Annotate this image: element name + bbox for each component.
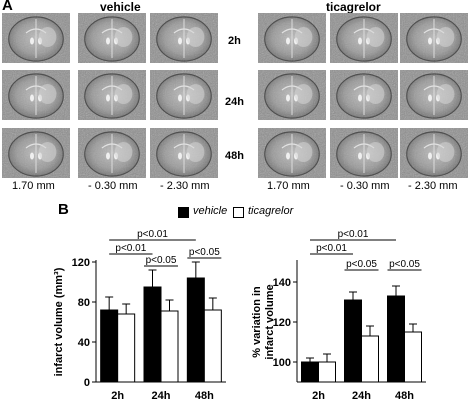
- panel-a-letter: A: [2, 0, 13, 14]
- chart-variation-ytick-label: 120: [273, 317, 291, 329]
- mri-slice-vehicle-2h-level-2: [78, 13, 146, 63]
- chart-variation-bar-ticagrelor-48h: [404, 331, 422, 383]
- timepoint-label-2h: 2h: [228, 35, 241, 47]
- mri-slice-ticagrelor-2h-level-1: [258, 13, 326, 63]
- chart-variation-bar-vehicle-2h: [301, 361, 319, 383]
- group-label-vehicle: vehicle: [100, 0, 141, 14]
- chart-infarct-ytick-label: 80: [78, 297, 90, 309]
- mri-slice-ticagrelor-48h-level-3: [400, 128, 468, 178]
- legend-swatch-ticagrelor: [233, 207, 244, 218]
- panel-b-letter: B: [58, 201, 69, 218]
- chart-variation-bar-vehicle-48h: [387, 295, 405, 383]
- mri-slice-vehicle-2h-level-3: [150, 13, 218, 63]
- chart-variation-bar-ticagrelor-2h: [318, 361, 336, 383]
- chart-variation-ytick-label: 100: [273, 357, 291, 369]
- group-label-ticagrelor: ticagrelor: [326, 0, 381, 14]
- mri-slice-vehicle-48h-level-3: [150, 128, 218, 178]
- mri-slice-ticagrelor-48h-level-1: [258, 128, 326, 178]
- mri-slice-ticagrelor-24h-level-3: [400, 70, 468, 120]
- mri-slice-vehicle-24h-level-3: [150, 70, 218, 120]
- legend-label-ticagrelor: ticagrelor: [248, 205, 294, 217]
- mri-slice-ticagrelor-24h-level-2: [330, 70, 398, 120]
- chart-variation-xtick-label: 24h: [352, 390, 371, 402]
- chart-variation-sig-label: p<0.05: [389, 259, 420, 270]
- chart-infarct-sig-label: p<0.01: [115, 243, 146, 254]
- chart-infarct-xtick-label: 48h: [195, 390, 214, 402]
- chart-infarct: 0 40 80 120 infarct volume (mm³) 2h 24h 48h p<0.…: [53, 229, 226, 402]
- coronal-level-1-vehicle: 1.70 mm: [12, 180, 55, 192]
- chart-infarct-sig-label: p<0.05: [189, 247, 220, 258]
- chart-variation-xtick-label: 2h: [312, 390, 325, 402]
- chart-variation-ylabel: % variation ininfarct volume: [251, 284, 276, 359]
- mri-slice-ticagrelor-24h-level-1: [258, 70, 326, 120]
- coronal-level-1-ticagrelor: 1.70 mm: [267, 180, 310, 192]
- coronal-level-3-ticagrelor: - 2.30 mm: [408, 180, 458, 192]
- coronal-level-2-vehicle: - 0.30 mm: [88, 180, 138, 192]
- mri-slice-vehicle-24h-level-1: [2, 70, 70, 120]
- legend-label-vehicle: vehicle: [193, 205, 228, 217]
- mri-slice-vehicle-48h-level-2: [78, 128, 146, 178]
- chart-infarct-bar-ticagrelor-2h: [117, 313, 136, 383]
- chart-infarct-bar-vehicle-2h: [100, 309, 119, 383]
- chart-variation-bar-ticagrelor-24h: [361, 335, 379, 383]
- chart-variation-ytick-label: 140: [273, 277, 291, 289]
- chart-variation-sig-label: p<0.01: [316, 243, 347, 254]
- chart-infarct-ylabel: infarct volume (mm³): [53, 267, 65, 376]
- chart-infarct-bar-vehicle-48h: [186, 277, 205, 383]
- mri-slice-vehicle-48h-level-1: [2, 128, 70, 178]
- chart-infarct-xtick-label: 2h: [111, 390, 124, 402]
- mri-slice-ticagrelor-2h-level-3: [400, 13, 468, 63]
- mri-slice-ticagrelor-48h-level-2: [330, 128, 398, 178]
- coronal-level-2-ticagrelor: - 0.30 mm: [340, 180, 390, 192]
- coronal-level-3-vehicle: - 2.30 mm: [160, 180, 210, 192]
- timepoint-label-24h: 24h: [225, 96, 244, 108]
- chart-variation-sig-label: p<0.05: [346, 259, 377, 270]
- chart-infarct-sig-label: p<0.01: [137, 229, 168, 240]
- chart-infarct-bar-ticagrelor-24h: [160, 310, 179, 383]
- chart-infarct-bar-ticagrelor-48h: [203, 309, 222, 383]
- chart-variation-xtick-label: 48h: [395, 390, 414, 402]
- mri-slice-vehicle-2h-level-1: [2, 13, 70, 63]
- timepoint-label-48h: 48h: [225, 150, 244, 162]
- chart-infarct-ytick-label: 120: [72, 257, 90, 269]
- chart-infarct-xtick-label: 24h: [152, 390, 171, 402]
- mri-slice-ticagrelor-2h-level-2: [330, 13, 398, 63]
- chart-infarct-ytick-label: 0: [84, 377, 90, 389]
- chart-infarct-bar-vehicle-24h: [143, 286, 162, 383]
- chart-variation: 100 120 140% variation ininfarct volume 2h 2…: [251, 229, 426, 402]
- chart-variation-bar-vehicle-24h: [344, 299, 362, 383]
- legend-swatch-vehicle: [178, 207, 189, 218]
- chart-infarct-ytick-label: 40: [78, 337, 90, 349]
- chart-variation-sig-label: p<0.01: [338, 229, 369, 240]
- chart-infarct-sig-label: p<0.05: [146, 255, 177, 266]
- mri-slice-vehicle-24h-level-2: [78, 70, 146, 120]
